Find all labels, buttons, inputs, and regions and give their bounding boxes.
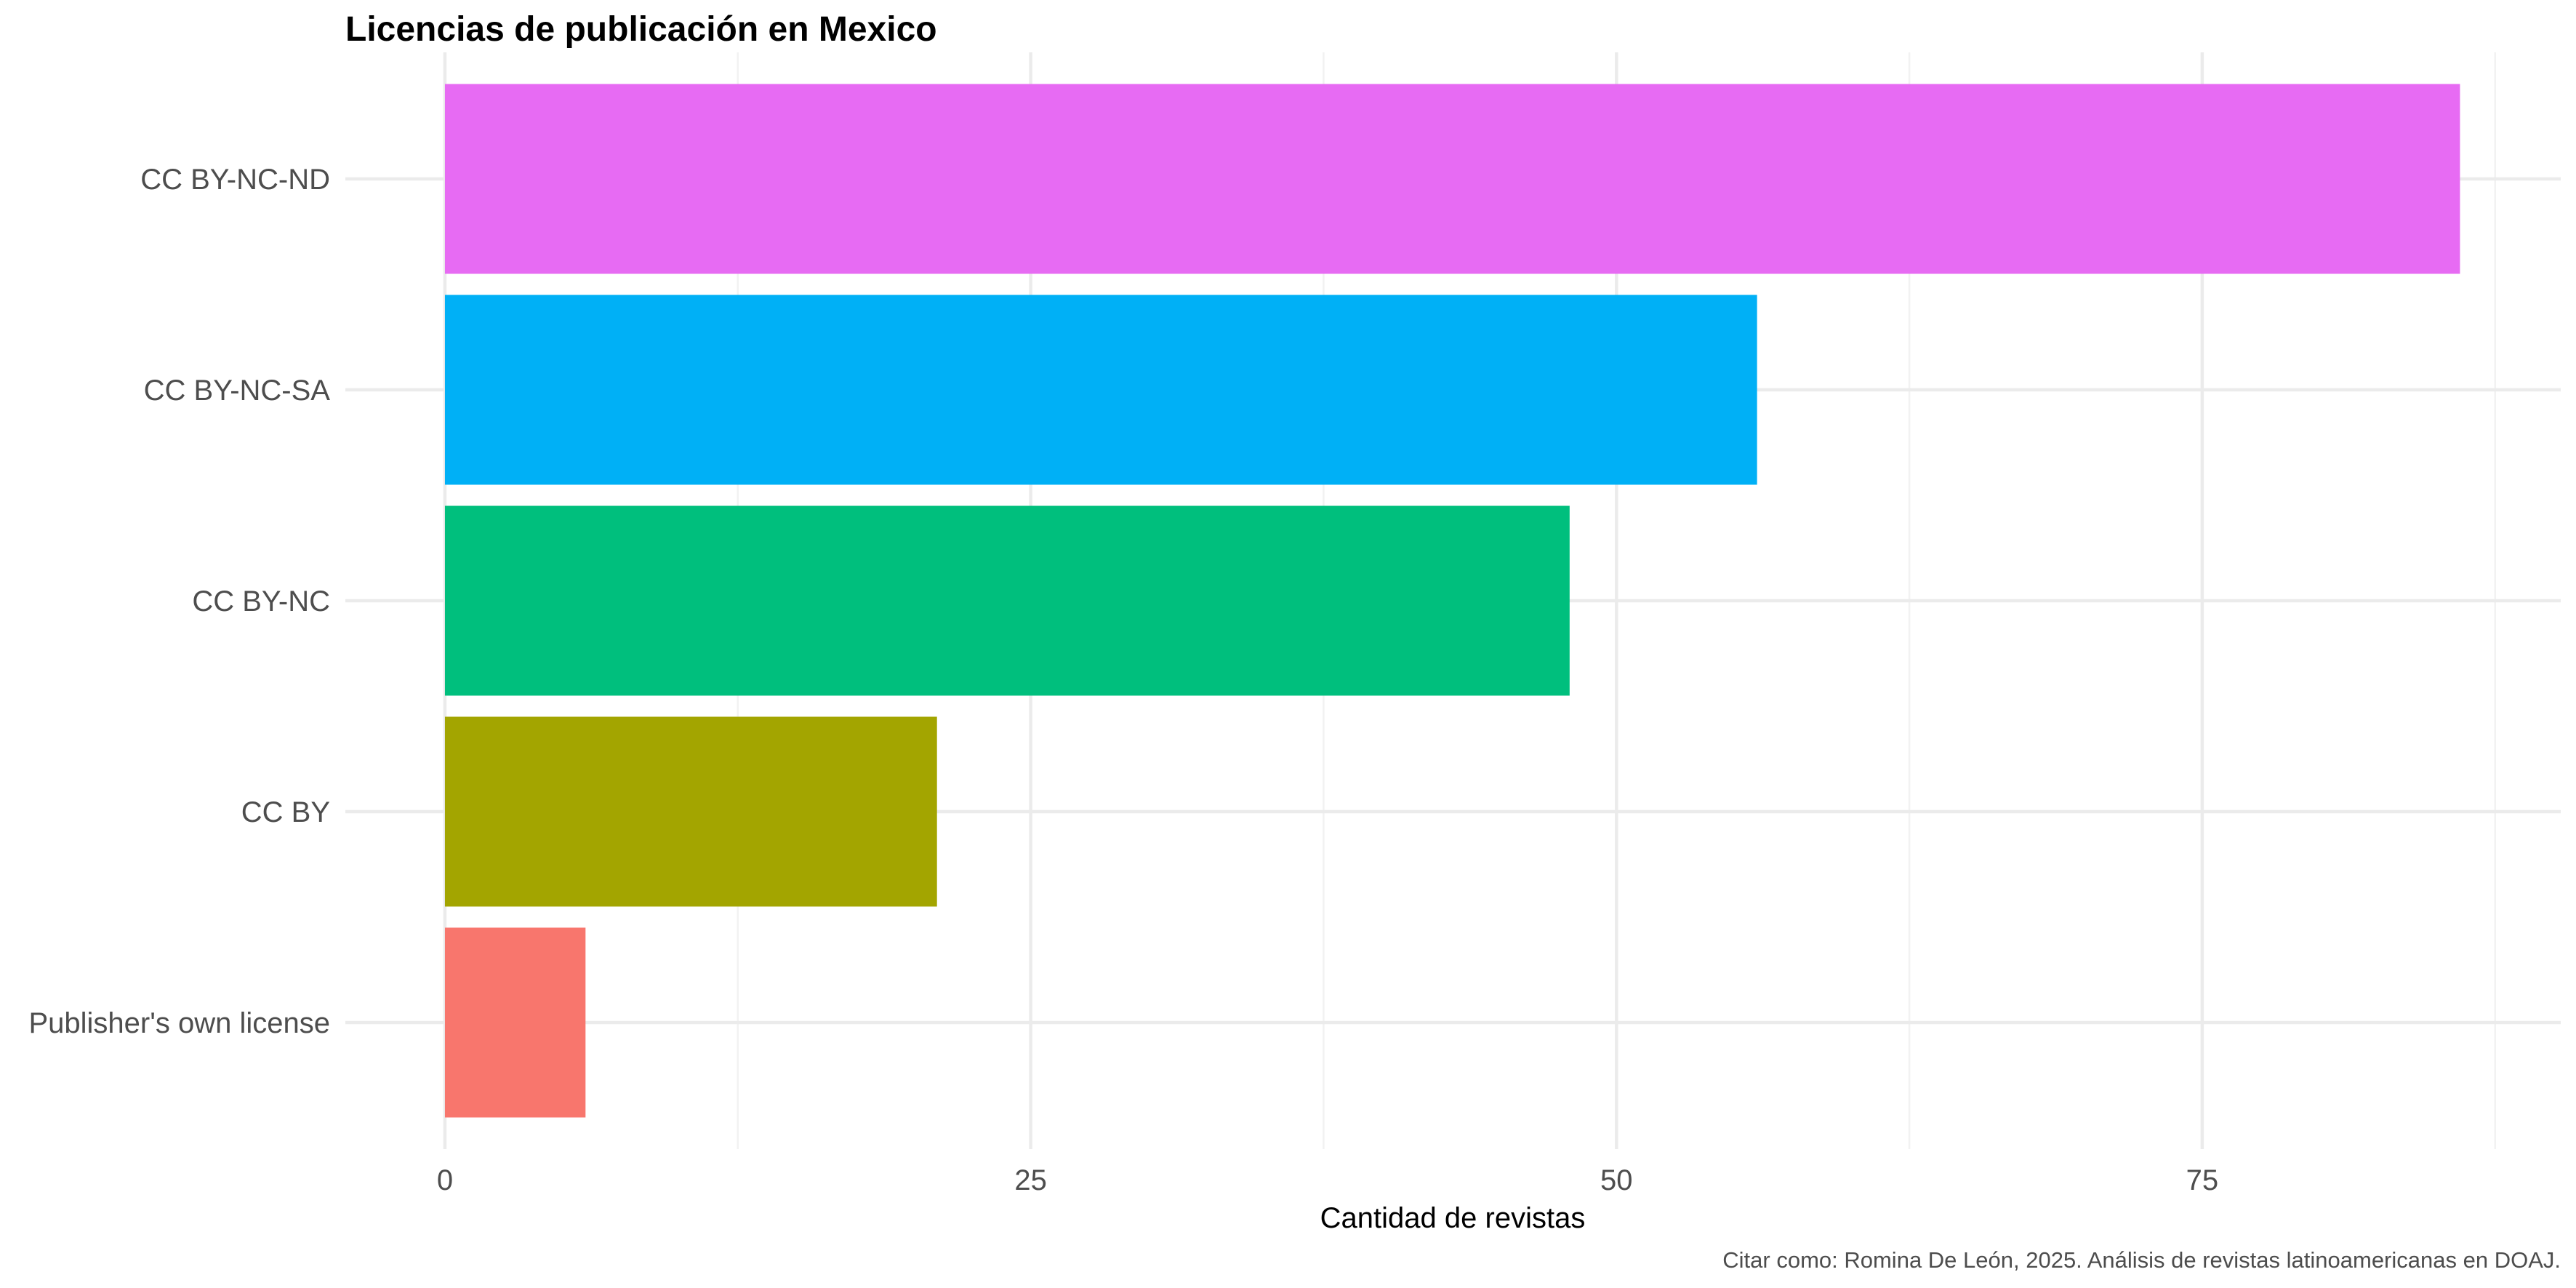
bars: [444, 84, 2460, 1118]
x-tick-label: 0: [437, 1164, 453, 1196]
bar: [444, 505, 1570, 696]
bar: [444, 716, 937, 907]
chart-title: Licencias de publicación en Mexico: [345, 10, 937, 49]
bar: [444, 84, 2460, 274]
category-label: CC BY-NC-SA: [144, 375, 331, 407]
x-tick-label: 25: [1014, 1164, 1047, 1196]
category-label: CC BY-NC-ND: [140, 164, 330, 196]
bar: [444, 295, 1757, 485]
x-tick-label: 75: [2186, 1164, 2219, 1196]
category-label: Publisher's own license: [28, 1007, 330, 1039]
category-labels: Publisher's own license CC BY CC BY-NC CC B…: [28, 164, 330, 1039]
chart-caption: Citar como: Romina De León, 2025. Anális…: [1722, 1247, 2561, 1273]
category-label: CC BY-NC: [192, 585, 330, 617]
x-tick-label: 50: [1600, 1164, 1633, 1196]
x-tick-labels: 0 25 50 75: [437, 1164, 2218, 1196]
category-label: CC BY: [241, 796, 330, 828]
x-axis-title: Cantidad de revistas: [1320, 1202, 1586, 1234]
bar: [444, 927, 586, 1118]
